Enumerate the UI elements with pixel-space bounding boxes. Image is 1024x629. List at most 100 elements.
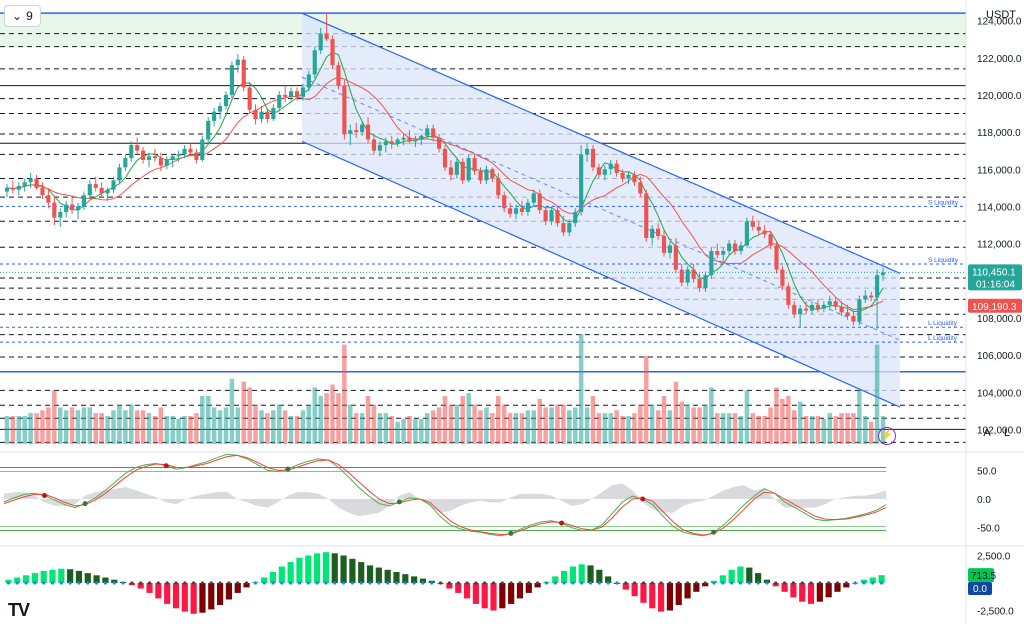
- momentum-bar: [675, 583, 682, 605]
- momentum-zero-dot: [42, 581, 46, 585]
- candle: [64, 200, 69, 218]
- candle: [34, 174, 39, 190]
- tradingview-logo[interactable]: TV: [8, 600, 30, 621]
- candle: [845, 304, 850, 320]
- candle-body: [531, 193, 536, 203]
- volume-bar: [288, 416, 294, 444]
- volume-bar: [182, 416, 187, 444]
- momentum-bar: [137, 583, 144, 589]
- momentum-zero-dot: [121, 581, 125, 585]
- candle-body: [721, 251, 726, 255]
- momentum-zero-dot: [130, 581, 134, 585]
- momentum-bar: [499, 583, 506, 609]
- momentum-zero-dot: [68, 581, 72, 585]
- candle-body: [827, 301, 832, 305]
- volume-bar: [738, 416, 744, 444]
- candle-body: [10, 187, 15, 190]
- candle-body: [194, 152, 199, 160]
- candle: [697, 273, 702, 292]
- last-price-box: [968, 264, 1022, 291]
- momentum-bar: [843, 583, 850, 588]
- momentum-bar: [640, 583, 647, 603]
- momentum-bar: [834, 583, 841, 592]
- candle-body: [809, 304, 815, 311]
- volume-bar: [365, 396, 371, 444]
- candle: [442, 145, 448, 172]
- candle: [472, 154, 477, 175]
- auto-scale-button[interactable]: A: [983, 427, 991, 439]
- momentum-zero-dot: [571, 581, 575, 585]
- momentum-bar: [181, 583, 188, 612]
- candle-body: [135, 145, 140, 151]
- volume-bar: [578, 334, 584, 444]
- candle: [235, 54, 240, 73]
- candle-body: [40, 187, 45, 196]
- volume-bar: [833, 416, 838, 444]
- momentum-zero-dot: [297, 581, 302, 585]
- candle-body: [880, 272, 886, 276]
- momentum-zero-dot: [77, 581, 81, 585]
- candle-body: [81, 195, 86, 207]
- lightning-icon[interactable]: ⚡: [878, 427, 896, 445]
- momentum-zero-dot: [862, 581, 866, 585]
- momentum-bar: [878, 575, 885, 583]
- candle-body: [318, 33, 323, 51]
- volume-bar: [549, 407, 554, 444]
- candle-body: [206, 120, 211, 140]
- volume-bar: [519, 413, 525, 444]
- candle: [738, 241, 744, 255]
- volume-bar: [762, 416, 767, 444]
- momentum-zero-dot: [853, 581, 857, 585]
- volume-bar: [472, 404, 477, 444]
- candle: [661, 230, 667, 257]
- candle: [10, 180, 15, 194]
- momentum-bar: [755, 573, 762, 583]
- volume-bar: [312, 387, 318, 444]
- candle-body: [300, 87, 306, 97]
- volume-bar: [99, 413, 104, 444]
- volume-bar: [75, 410, 81, 444]
- volume-bar: [176, 418, 181, 444]
- candle-body: [348, 130, 353, 134]
- candle-body: [490, 169, 495, 179]
- volume-bar: [383, 413, 389, 444]
- candle: [496, 172, 501, 199]
- candle: [561, 215, 566, 237]
- volume-bar: [282, 410, 288, 444]
- candle: [81, 191, 86, 211]
- candle: [117, 163, 122, 185]
- momentum-bar: [146, 583, 153, 593]
- interval-selector[interactable]: ⌄ 9: [4, 5, 41, 27]
- candle: [223, 91, 229, 110]
- channel-upper-line: [301, 12, 901, 274]
- momentum-zero-dot: [694, 581, 698, 585]
- volume-bar: [436, 407, 442, 444]
- candle-body: [229, 65, 234, 95]
- top-band-shade: [0, 13, 966, 47]
- volume-bar: [318, 396, 323, 444]
- rsi-cross-marker: [559, 520, 565, 526]
- last-price-label: 110,450.1: [972, 267, 1016, 278]
- momentum-zero-dot: [553, 581, 557, 585]
- candle: [460, 158, 465, 185]
- momentum-bar: [772, 583, 779, 587]
- candle-body: [111, 180, 116, 190]
- currency-label[interactable]: USDT: [986, 9, 1016, 21]
- chevron-down-icon: ⌄: [12, 9, 23, 23]
- price-tick-label: 120,000.0: [977, 91, 1022, 102]
- momentum-bar: [516, 583, 524, 599]
- momentum-bar: [199, 583, 206, 613]
- price-tick-label: 102,000.0: [977, 425, 1022, 436]
- ma-price-label: 109,190.3: [972, 302, 1017, 313]
- candle-body: [472, 158, 477, 172]
- candle: [52, 195, 57, 225]
- momentum-bar: [472, 583, 479, 604]
- liquidity-label: S Liquidity: [928, 257, 959, 264]
- log-scale-button[interactable]: L: [1003, 427, 1011, 439]
- candle: [555, 206, 560, 227]
- rsi-cross-marker: [711, 529, 717, 535]
- momentum-zero-dot: [721, 581, 725, 585]
- volume-bar: [490, 413, 495, 444]
